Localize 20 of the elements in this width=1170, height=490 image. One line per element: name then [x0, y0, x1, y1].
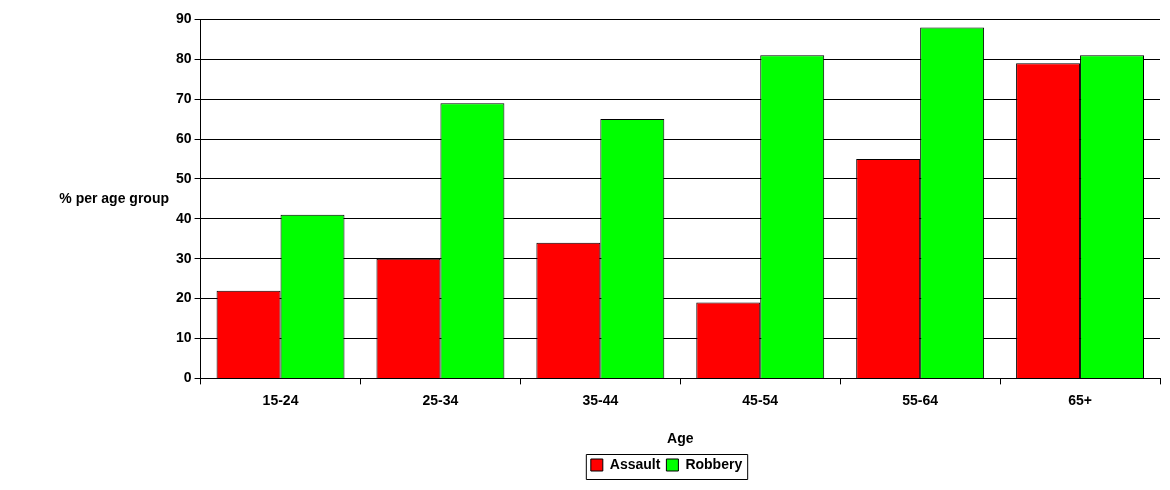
y-tick-label: 20 [175, 289, 192, 306]
x-tick-label: 45-54 [742, 391, 779, 408]
y-tick-label: 80 [175, 50, 192, 67]
y-tick-label: 50 [175, 169, 192, 186]
legend-label: Assault [609, 455, 661, 472]
y-tick-label: 70 [175, 90, 192, 107]
y-tick-label: 90 [175, 10, 192, 27]
y-tick-label: 60 [175, 129, 192, 146]
x-tick-label: 35-44 [582, 391, 619, 408]
y-axis-title: % per age group [59, 189, 169, 206]
y-tick-label: 30 [175, 249, 192, 266]
legend-label: Robbery [685, 455, 743, 472]
x-tick-label: 25-34 [422, 391, 459, 408]
x-axis-title: Age [667, 430, 694, 447]
y-tick-label: 0 [183, 369, 192, 386]
x-tick-label: 65+ [1068, 391, 1092, 408]
x-tick-label: 55-64 [902, 391, 939, 408]
y-tick-label: 10 [175, 329, 192, 346]
y-tick-label: 40 [175, 209, 192, 226]
x-tick-label: 15-24 [262, 391, 299, 408]
